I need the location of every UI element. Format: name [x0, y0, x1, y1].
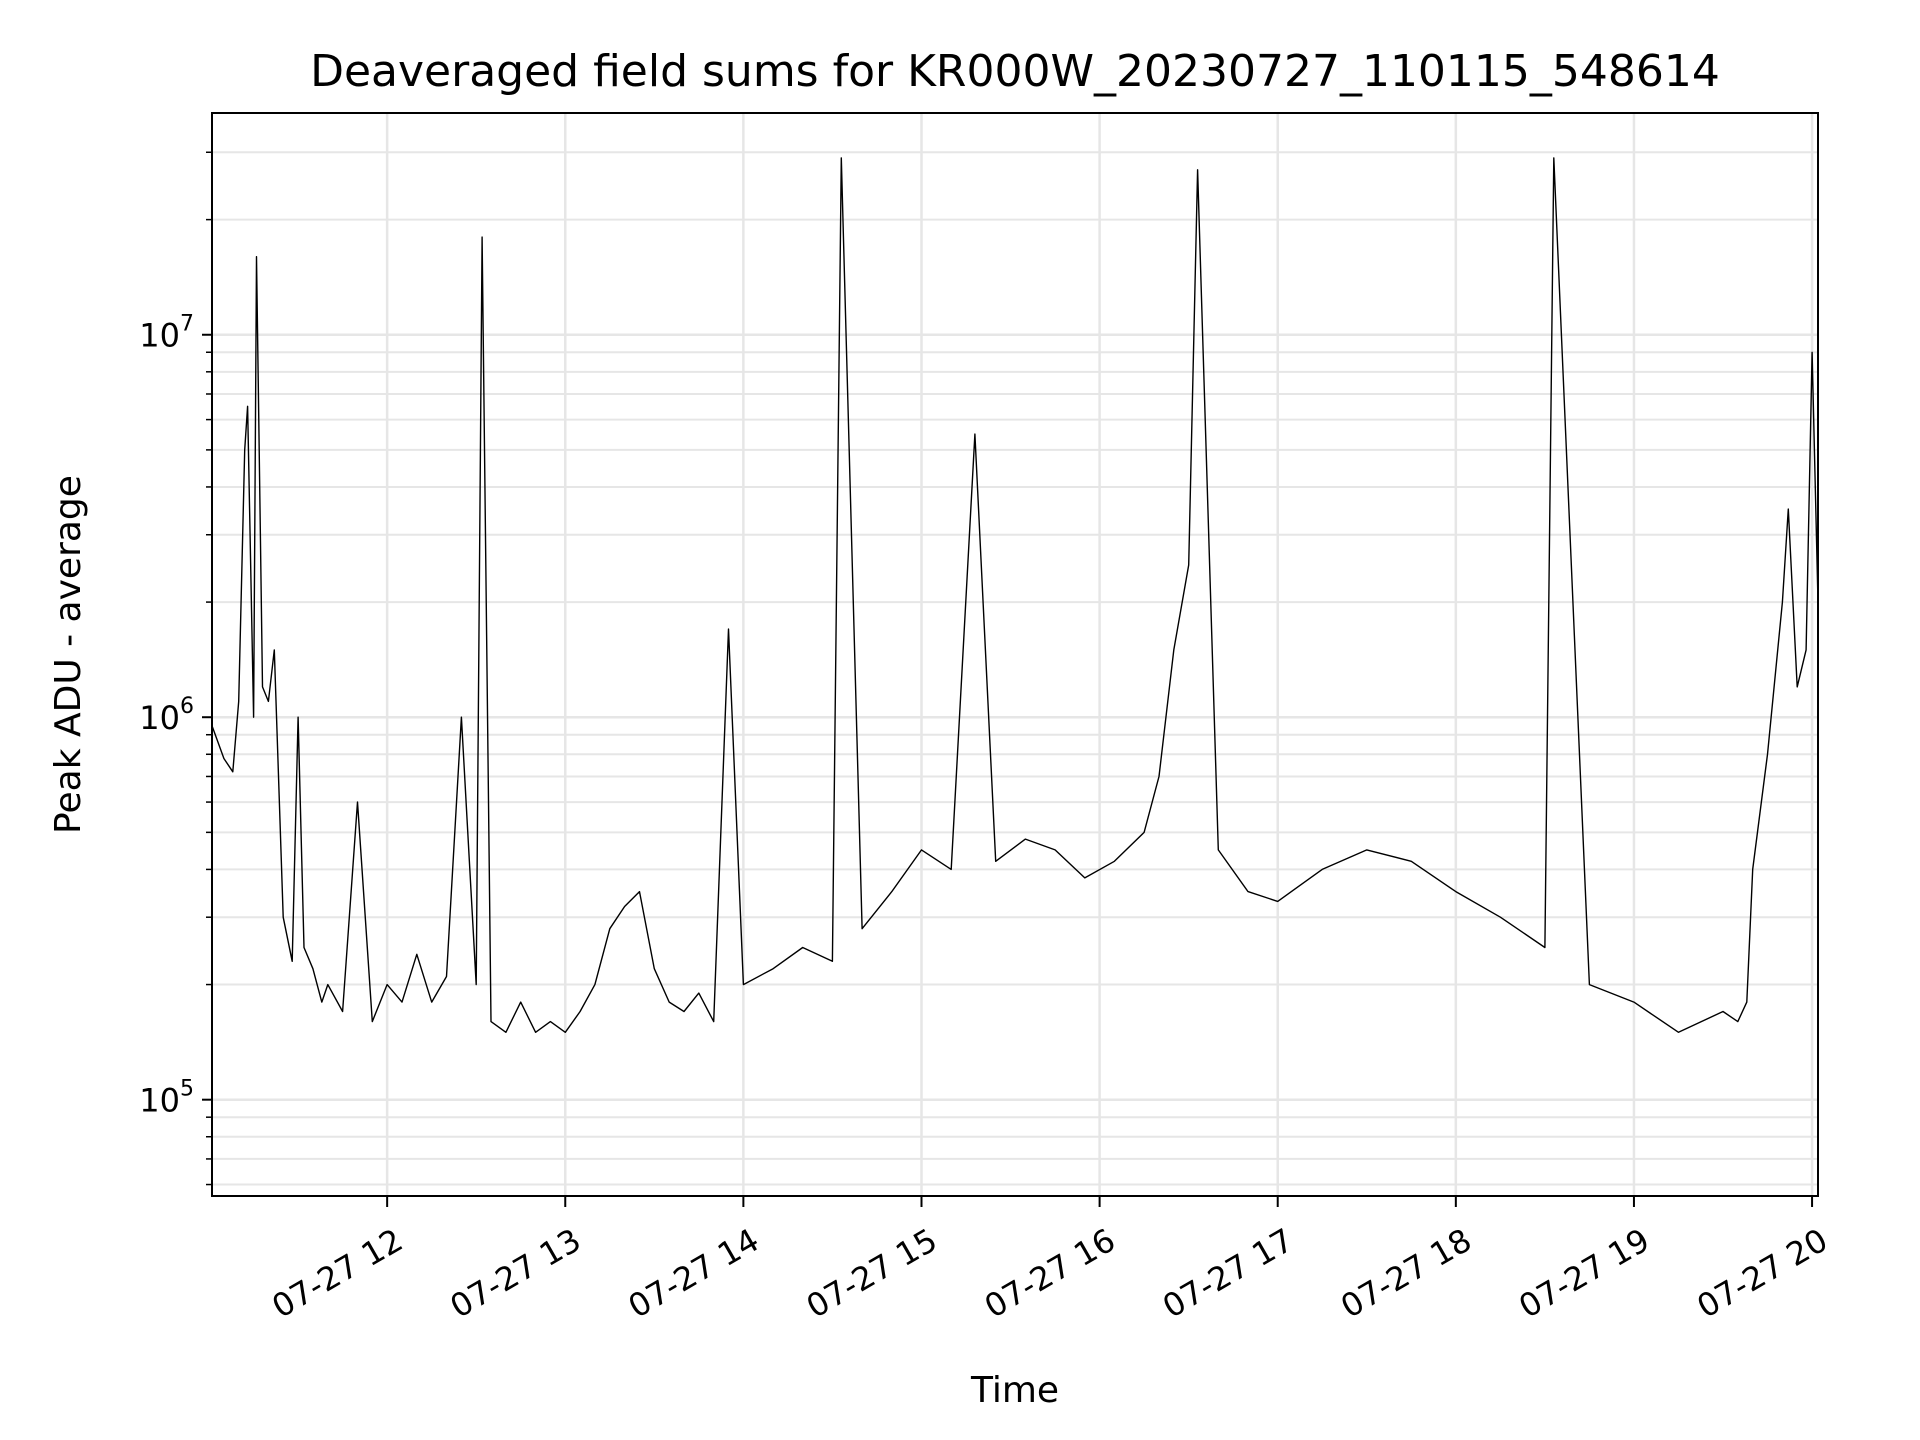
chart-title: Deaveraged field sums for KR000W_2023072…	[310, 46, 1720, 97]
data-layer	[211, 157, 1819, 1034]
y-tick-exponent: 7	[180, 312, 194, 337]
y-tick-label: 107	[139, 312, 194, 355]
series-line	[211, 157, 1819, 1034]
y-axis-label: Peak ADU - average	[48, 475, 89, 834]
y-tick-base: 10	[139, 1082, 180, 1120]
y-tick-label: 105	[139, 1077, 194, 1120]
y-tick-exponent: 6	[180, 694, 194, 719]
y-tick-exponent: 5	[180, 1077, 194, 1102]
y-tick-base: 10	[139, 317, 180, 355]
y-tick-base: 10	[139, 699, 180, 737]
y-tick-label: 106	[139, 694, 194, 737]
grid	[212, 113, 1818, 1196]
x-axis-label: Time	[970, 1370, 1059, 1411]
plot-frame	[211, 112, 1819, 1197]
